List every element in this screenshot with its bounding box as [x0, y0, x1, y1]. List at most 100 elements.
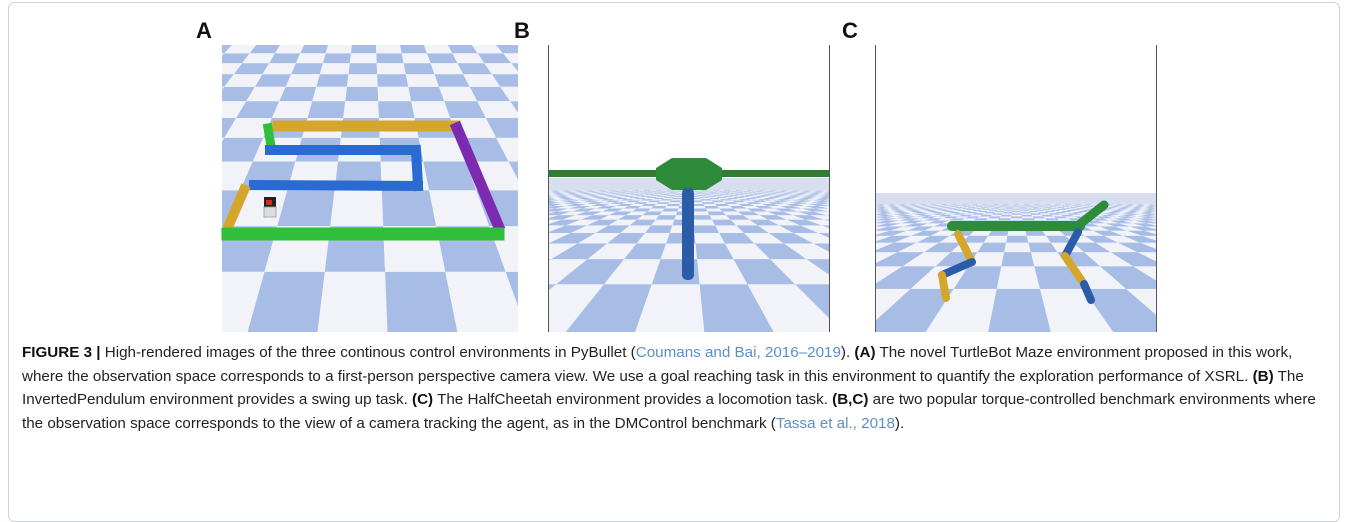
floor-tile — [1012, 210, 1020, 211]
floor-tile — [524, 193, 538, 194]
floor-tile — [1135, 259, 1321, 284]
floor-tile — [98, 162, 167, 191]
floor-tile — [1197, 244, 1350, 260]
floor-tile — [308, 101, 346, 118]
floor-tile — [517, 193, 532, 194]
panel-ref: (A) — [854, 344, 875, 361]
floor-tile — [857, 206, 870, 207]
floor-tile — [1011, 218, 1023, 220]
citation[interactable]: Tassa et al., 2018 — [776, 415, 895, 432]
floor-tile — [376, 53, 403, 63]
floor-tile — [1012, 212, 1021, 213]
floor-tile — [988, 289, 1051, 332]
floor-tile — [0, 259, 114, 284]
floor-tile — [108, 118, 165, 138]
floor-tile — [1266, 227, 1313, 231]
floor-tile — [697, 192, 704, 193]
floor-tile — [833, 201, 854, 203]
floor-tile — [843, 210, 860, 211]
floor-tile — [662, 193, 670, 194]
floor-tile — [1256, 244, 1350, 260]
floor-tile — [675, 195, 683, 196]
floor-tile — [850, 193, 864, 194]
floor-tile — [147, 118, 201, 138]
floor-tile — [998, 204, 1004, 205]
floor-tile — [1207, 243, 1270, 253]
floor-tile — [1273, 218, 1308, 220]
floor-tile — [1159, 221, 1187, 224]
floor-tile — [1019, 205, 1025, 206]
floor-tile — [1175, 227, 1211, 231]
floor-tile — [704, 206, 719, 209]
floor-tile — [864, 205, 876, 206]
floor-tile — [996, 210, 1005, 211]
floor-tile — [836, 193, 850, 194]
floor-tile — [837, 218, 863, 220]
floor-tile — [51, 162, 125, 191]
floor-tile — [535, 37, 568, 45]
floor-tile — [834, 231, 873, 236]
floor-tile — [1140, 233, 1256, 244]
floor-tile — [993, 207, 1000, 208]
floor-tile — [1222, 213, 1246, 214]
floor-tile — [0, 244, 17, 260]
floor-tile — [856, 207, 870, 208]
floor-tile — [832, 208, 848, 209]
floor-tile — [837, 209, 854, 210]
floor-tile — [1273, 284, 1350, 332]
floor-tile — [0, 284, 222, 332]
floor-tile — [843, 209, 873, 212]
floor-tile — [330, 190, 383, 226]
floor-tile — [0, 289, 177, 332]
floor-tile — [1296, 231, 1350, 236]
floor-tile — [431, 63, 464, 74]
floor-tile — [125, 138, 186, 162]
floor-tile — [162, 53, 199, 63]
floor-tile — [1022, 216, 1034, 218]
floor-tile — [1025, 205, 1031, 206]
floor-tile — [659, 212, 677, 216]
floor-tile — [1001, 206, 1008, 207]
floor-tile — [1000, 207, 1007, 208]
floor-tile — [377, 63, 406, 74]
floor-tile — [522, 196, 539, 197]
floor-tile — [851, 195, 867, 196]
floor-tile — [705, 194, 713, 195]
floor-tile — [444, 37, 472, 45]
floor-tile — [343, 101, 379, 118]
floor-tile — [0, 289, 5, 332]
floor-tile — [1022, 218, 1035, 220]
floor-tile — [0, 259, 77, 284]
floor-tile — [1001, 215, 1012, 217]
floor-tile — [113, 37, 149, 45]
floor-tile — [411, 101, 450, 118]
floor-tile — [1243, 216, 1273, 218]
floor-tile — [147, 87, 193, 101]
floor-tile — [843, 201, 865, 203]
floor-tile — [843, 202, 866, 204]
floor-tile — [0, 284, 31, 332]
floor-tile — [843, 199, 863, 200]
floor-tile — [708, 197, 718, 198]
floor-tile — [988, 231, 1008, 236]
floor-tile — [0, 244, 76, 260]
floor-tile — [657, 196, 667, 197]
floor-tile — [843, 192, 856, 193]
floor-tile — [710, 193, 718, 194]
floor-tile — [998, 218, 1011, 220]
floor-tile — [835, 210, 853, 211]
floor-tile — [0, 284, 126, 332]
floor-tile — [1256, 215, 1285, 217]
floor-tile — [692, 209, 707, 212]
floor-tile — [834, 208, 849, 209]
floor-tile — [1007, 207, 1014, 208]
floor-tile — [828, 223, 860, 226]
floor-tile — [345, 87, 378, 101]
citation[interactable]: Coumans and Bai, 2016–2019 — [636, 344, 841, 361]
floor-tile — [830, 209, 847, 210]
floor-tile — [830, 206, 856, 209]
floor-tile — [515, 204, 540, 206]
floor-tile — [713, 191, 720, 192]
floor-tile — [1182, 218, 1209, 220]
floor-tile — [852, 216, 875, 218]
